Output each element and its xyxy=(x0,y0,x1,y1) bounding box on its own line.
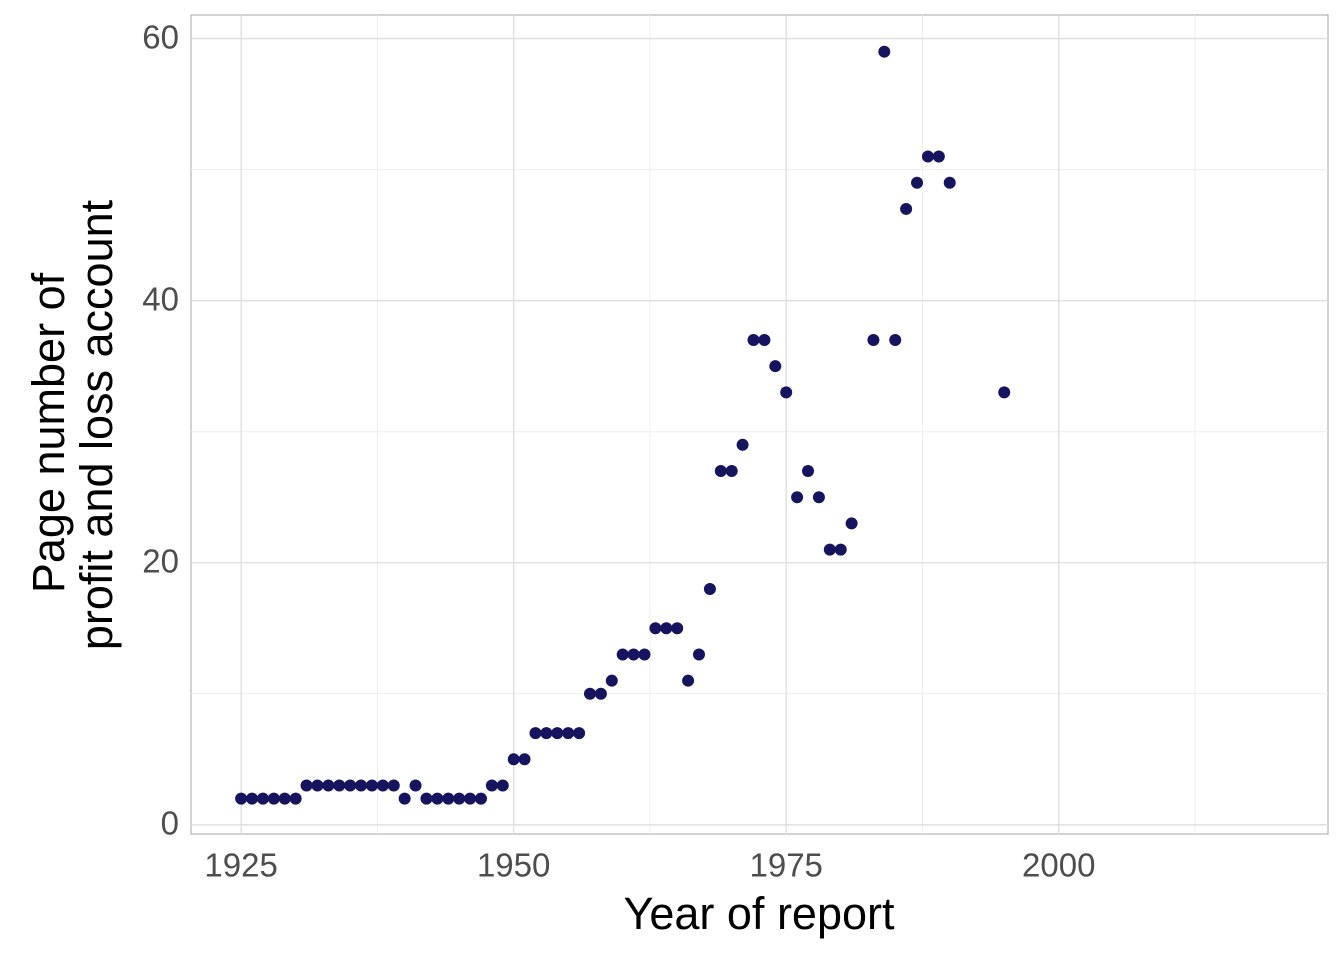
y-tick-label: 0 xyxy=(161,805,179,842)
point xyxy=(627,648,640,661)
x-axis-title: Year of report xyxy=(623,888,895,939)
point xyxy=(998,386,1011,399)
point xyxy=(300,779,313,792)
point xyxy=(834,543,847,556)
point xyxy=(453,792,466,805)
point xyxy=(671,622,684,635)
point xyxy=(845,517,858,530)
point xyxy=(278,792,291,805)
point xyxy=(867,333,880,346)
point xyxy=(682,674,695,687)
point xyxy=(496,779,509,792)
point xyxy=(376,779,389,792)
point xyxy=(420,792,433,805)
point xyxy=(649,622,662,635)
point xyxy=(474,792,487,805)
y-tick-label: 60 xyxy=(142,18,179,55)
point xyxy=(660,622,673,635)
point xyxy=(594,687,607,700)
y-axis-title-line: Page number of xyxy=(23,272,74,593)
point xyxy=(289,792,302,805)
point xyxy=(714,465,727,478)
grid xyxy=(191,15,1328,834)
y-axis-title: Page number of profit and loss account xyxy=(23,199,122,650)
point xyxy=(573,727,586,740)
point xyxy=(431,792,444,805)
point xyxy=(758,333,771,346)
point xyxy=(911,176,924,189)
x-tick-label: 2000 xyxy=(1022,847,1095,884)
point xyxy=(638,648,651,661)
point xyxy=(398,792,411,805)
point xyxy=(235,792,248,805)
point xyxy=(507,753,520,766)
point xyxy=(703,582,716,595)
point xyxy=(540,727,553,740)
point xyxy=(889,333,902,346)
point xyxy=(518,753,531,766)
point xyxy=(692,648,705,661)
point xyxy=(725,465,738,478)
point xyxy=(747,333,760,346)
point xyxy=(409,779,422,792)
point xyxy=(256,792,269,805)
x-tick-label: 1950 xyxy=(477,847,550,884)
panel xyxy=(190,14,1329,835)
point xyxy=(605,674,618,687)
point xyxy=(551,727,564,740)
point xyxy=(333,779,346,792)
point xyxy=(387,779,400,792)
point xyxy=(583,687,596,700)
point xyxy=(932,150,945,163)
point xyxy=(780,386,793,399)
point xyxy=(442,792,455,805)
x-tick-label: 1975 xyxy=(749,847,822,884)
point xyxy=(485,779,498,792)
point xyxy=(311,779,324,792)
point xyxy=(791,491,804,504)
point xyxy=(344,779,357,792)
y-axis-title-line: profit and loss account xyxy=(71,199,122,650)
point xyxy=(529,727,542,740)
point xyxy=(562,727,575,740)
point xyxy=(812,491,825,504)
point xyxy=(365,779,378,792)
point xyxy=(267,792,280,805)
point xyxy=(246,792,259,805)
point xyxy=(900,202,913,215)
point xyxy=(736,438,749,451)
point xyxy=(921,150,934,163)
y-tick-label: 20 xyxy=(142,542,179,579)
point xyxy=(616,648,629,661)
point xyxy=(769,360,782,373)
point xyxy=(355,779,368,792)
y-tick-label: 40 xyxy=(142,280,179,317)
x-tick-label: 1925 xyxy=(204,847,277,884)
point xyxy=(464,792,477,805)
point xyxy=(823,543,836,556)
point xyxy=(878,45,891,58)
point xyxy=(802,465,815,478)
point xyxy=(322,779,335,792)
point xyxy=(943,176,956,189)
